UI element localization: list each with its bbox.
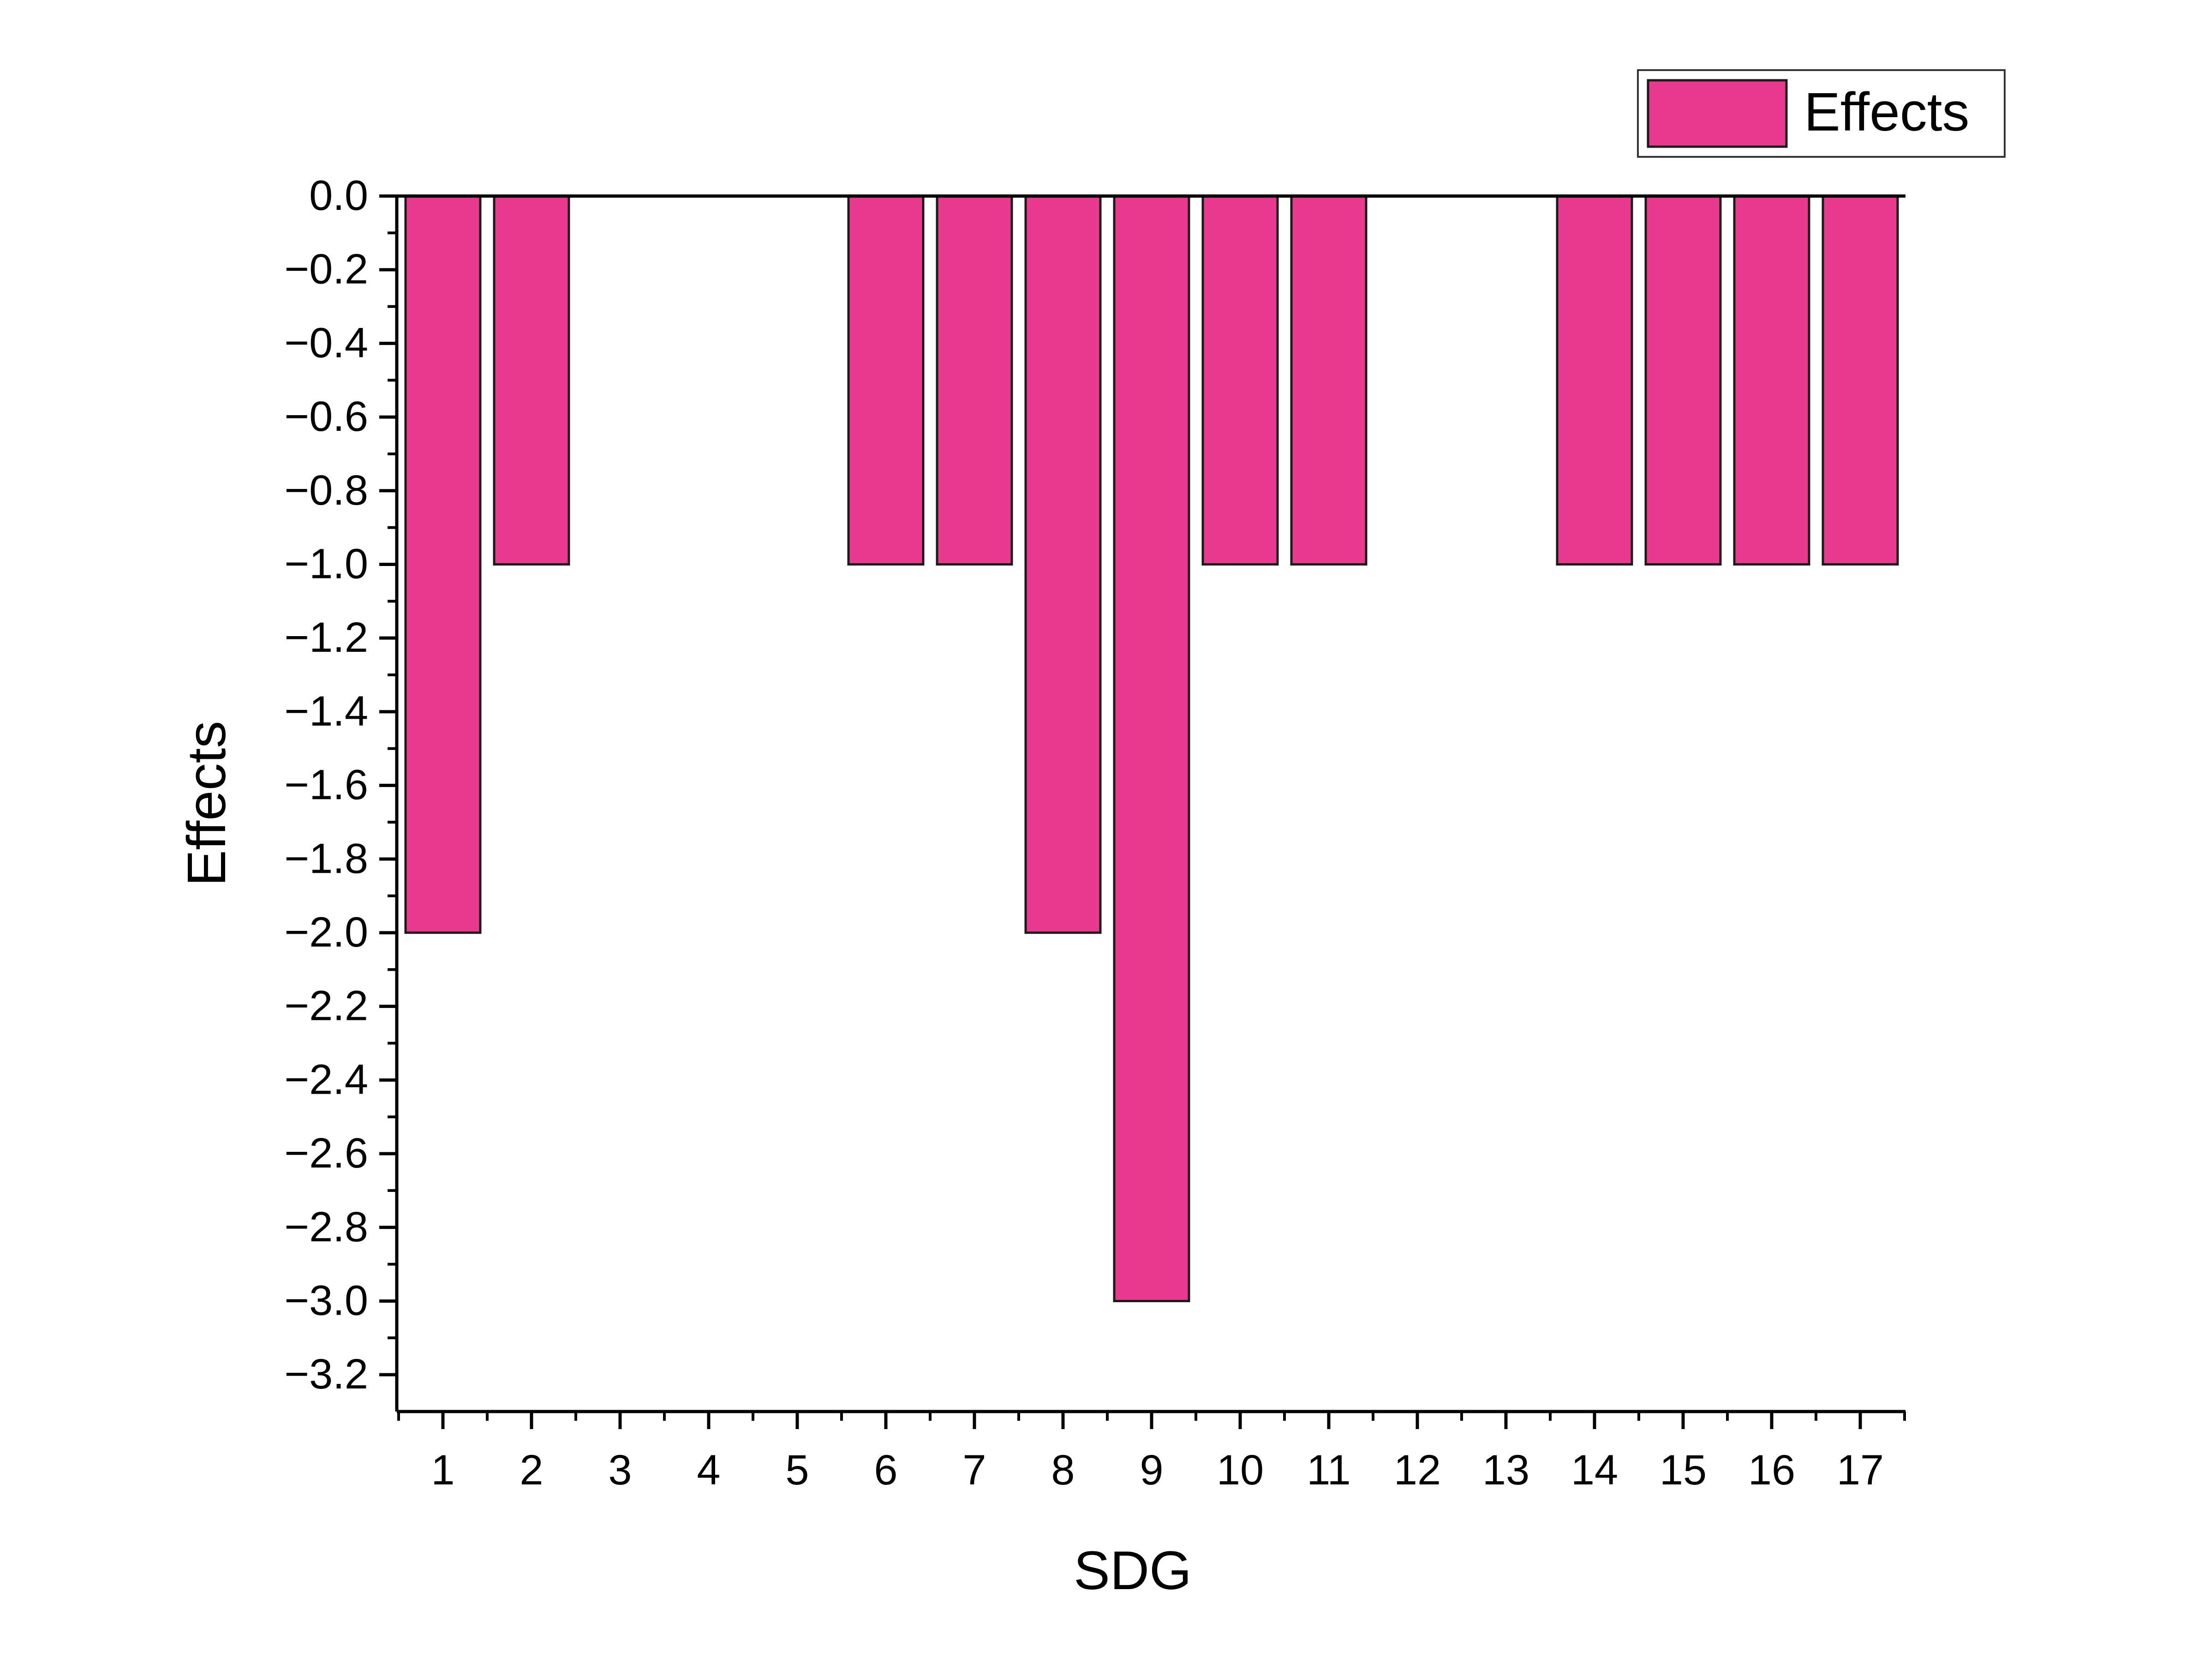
bar-sdg-16 [1733,195,1810,566]
y-tick-label: 0.0 [309,172,368,219]
x-tick-label: 13 [1482,1447,1529,1494]
bar-sdg-15 [1644,195,1722,566]
y-tick-label: −0.2 [284,246,368,293]
y-tick-label: −1.8 [284,835,368,882]
legend-swatch [1647,79,1788,148]
x-tick-label: 7 [962,1447,986,1494]
x-tick-label: 14 [1571,1447,1618,1494]
y-tick-label: −0.6 [284,393,368,440]
y-tick-label: −1.0 [284,540,368,587]
bars-layer [404,195,1899,1302]
x-tick-label: 15 [1660,1447,1707,1494]
x-tick-label: 17 [1837,1447,1884,1494]
bar-sdg-9 [1113,195,1190,1302]
bar-sdg-2 [493,195,570,566]
y-tick-label: −1.2 [284,614,368,661]
bar-sdg-6 [847,195,925,566]
bar-sdg-11 [1290,195,1368,566]
y-tick-label: −2.6 [284,1130,368,1177]
x-tick-label: 8 [1051,1447,1075,1494]
x-tick-label: 5 [785,1447,809,1494]
bar-sdg-8 [1024,195,1102,934]
axes-layer [379,194,1906,1429]
legend: Effects [1637,69,2006,158]
x-tick-label: 3 [608,1447,632,1494]
y-tick-label: −2.8 [284,1203,368,1251]
x-tick-label: 9 [1140,1447,1163,1494]
labels-layer: 0.0 −0.2 −0.4 −0.6 −0.8 −1.0 −1.2 −1.4 −1.6 −1.8 −… [176,172,1884,1601]
x-axis-title: SDG [1074,1540,1192,1601]
x-tick-label: 16 [1748,1447,1795,1494]
bar-sdg-1 [404,195,482,934]
bar-sdg-10 [1201,195,1279,566]
y-tick-label: −1.4 [284,688,368,735]
y-tick-label: −1.6 [284,762,368,809]
y-axis-title: Effects [176,721,237,887]
x-tick-label: 4 [697,1447,720,1494]
y-tick-label: −2.4 [284,1056,368,1103]
y-tick-label: −0.8 [284,467,368,514]
x-tick-label: 12 [1394,1447,1441,1494]
y-tick-label: −3.0 [284,1277,368,1324]
x-tick-label: 1 [431,1447,454,1494]
y-tick-label: −2.0 [284,909,368,956]
x-tick-label: 10 [1217,1447,1264,1494]
legend-label: Effects [1804,82,1970,143]
x-tick-label: 2 [520,1447,543,1494]
bar-sdg-17 [1822,195,1899,566]
y-tick-label: −0.4 [284,319,368,366]
bar-sdg-14 [1556,195,1633,566]
y-tick-label: −3.2 [284,1351,368,1398]
y-tick-label: −2.2 [284,983,368,1030]
bar-sdg-7 [936,195,1013,566]
x-tick-label: 11 [1307,1447,1351,1494]
x-tick-label: 6 [874,1447,897,1494]
